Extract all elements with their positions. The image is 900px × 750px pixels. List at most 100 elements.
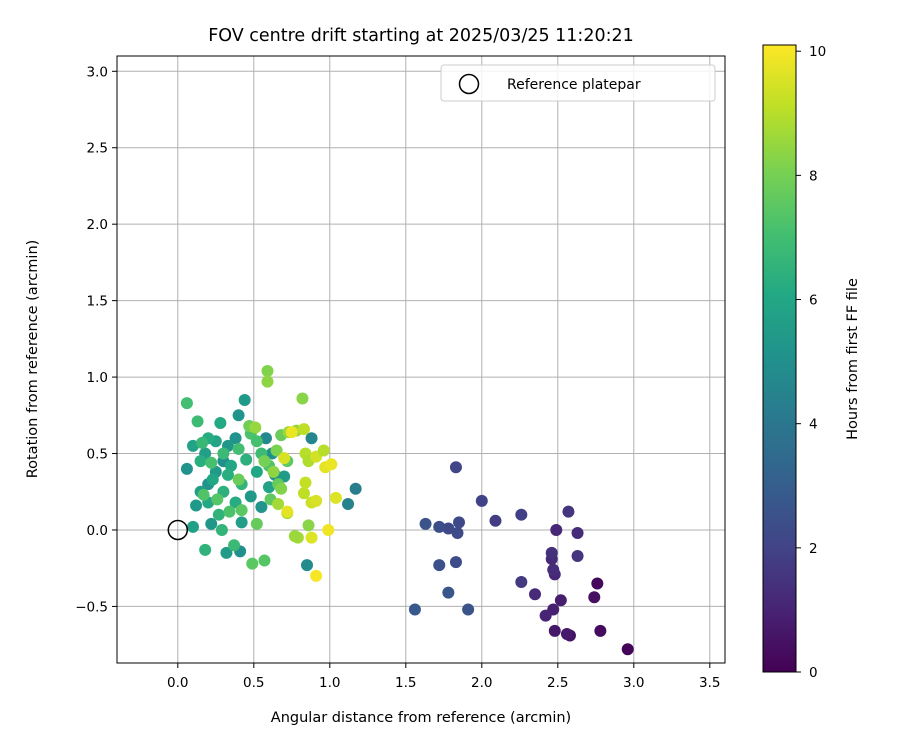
data-point xyxy=(228,539,241,552)
data-point xyxy=(349,482,362,495)
x-axis-label: Angular distance from reference (arcmin) xyxy=(271,710,571,726)
data-point xyxy=(449,556,462,569)
data-point xyxy=(244,490,257,503)
x-tick-label: 3.0 xyxy=(623,675,644,691)
data-point xyxy=(515,508,528,521)
data-point xyxy=(433,559,446,572)
data-point xyxy=(285,426,298,439)
data-point xyxy=(232,409,245,422)
reference-platepar-marker xyxy=(167,519,189,541)
data-point xyxy=(259,432,272,445)
legend-marker xyxy=(458,73,480,95)
data-point xyxy=(187,520,199,533)
colorbar-tick-label: 2 xyxy=(809,541,818,557)
y-tick-label: 3.0 xyxy=(87,64,108,80)
colorbar-ticks: 0 2 4 6 8 10 xyxy=(796,44,826,681)
data-point xyxy=(571,527,584,540)
data-point xyxy=(433,520,446,533)
legend-box xyxy=(440,64,716,102)
data-point xyxy=(191,415,204,428)
data-point xyxy=(588,591,601,604)
data-point xyxy=(229,432,242,445)
colorbar-tick-label: 0 xyxy=(809,665,818,681)
data-point xyxy=(322,523,335,536)
data-point xyxy=(550,523,563,536)
data-point xyxy=(317,444,330,457)
data-point xyxy=(263,481,275,494)
data-point xyxy=(275,482,288,495)
data-point xyxy=(419,517,432,530)
data-point xyxy=(342,497,355,510)
data-point xyxy=(180,397,193,410)
data-point xyxy=(301,559,313,572)
data-point xyxy=(299,476,312,489)
data-point xyxy=(246,557,259,570)
data-point xyxy=(240,453,253,466)
data-point xyxy=(261,375,274,388)
data-point xyxy=(220,546,233,559)
data-point xyxy=(325,458,338,471)
x-tick-label: 0.0 xyxy=(167,675,188,691)
data-point xyxy=(250,517,263,530)
data-point xyxy=(255,501,268,514)
data-point xyxy=(547,563,560,576)
data-point xyxy=(442,586,455,599)
y-tick-label: 1.0 xyxy=(87,370,108,386)
data-point xyxy=(261,364,274,377)
data-point xyxy=(296,392,309,405)
colorbar-tick-label: 10 xyxy=(809,44,826,60)
data-point xyxy=(451,527,464,540)
colorbar-tick-label: 6 xyxy=(809,293,818,309)
data-point xyxy=(453,516,465,529)
data-point xyxy=(249,421,262,434)
y-axis-ticks: −0.5 0.0 0.5 1.0 1.5 2.0 2.5 3.0 xyxy=(75,64,117,615)
data-point xyxy=(225,459,237,472)
data-point xyxy=(310,494,323,507)
data-point xyxy=(235,516,248,529)
data-point xyxy=(211,493,224,506)
colorbar-tick-label: 8 xyxy=(809,168,818,184)
data-point xyxy=(217,447,230,460)
data-point xyxy=(548,624,561,637)
data-point xyxy=(515,575,528,588)
data-point xyxy=(187,439,199,452)
data-point xyxy=(529,588,541,601)
data-point xyxy=(190,499,203,512)
data-point xyxy=(272,497,285,510)
data-point xyxy=(288,530,301,543)
data-point xyxy=(214,416,227,429)
data-point xyxy=(270,444,283,457)
data-point xyxy=(205,456,218,469)
plot-frame xyxy=(116,55,726,664)
data-point xyxy=(539,609,552,622)
data-point xyxy=(281,505,294,518)
x-axis-ticks: 0.0 0.5 1.0 1.5 2.0 2.5 3.0 3.5 xyxy=(167,663,721,691)
data-point xyxy=(560,627,573,640)
data-point xyxy=(235,504,248,517)
x-tick-label: 1.0 xyxy=(319,675,340,691)
y-tick-label: 1.5 xyxy=(87,294,108,310)
data-point xyxy=(258,554,271,567)
y-tick-label: 0.5 xyxy=(87,447,108,463)
data-point xyxy=(232,442,245,455)
data-point xyxy=(206,473,219,486)
y-axis-label: Rotation from reference (arcmin) xyxy=(25,240,41,479)
data-point xyxy=(238,394,251,407)
data-point xyxy=(475,494,488,507)
data-point xyxy=(278,452,291,465)
data-points xyxy=(180,364,634,656)
data-point xyxy=(545,546,558,559)
y-tick-label: 2.5 xyxy=(87,141,108,157)
data-point xyxy=(215,523,228,536)
data-point xyxy=(591,577,604,590)
data-point xyxy=(329,491,342,504)
data-point xyxy=(489,514,502,527)
data-point xyxy=(196,436,209,449)
grid xyxy=(117,56,725,663)
x-tick-label: 2.5 xyxy=(547,675,568,691)
data-point xyxy=(554,594,567,607)
colorbar-tick-label: 4 xyxy=(809,417,818,433)
data-point xyxy=(305,531,318,544)
data-point xyxy=(621,643,634,656)
